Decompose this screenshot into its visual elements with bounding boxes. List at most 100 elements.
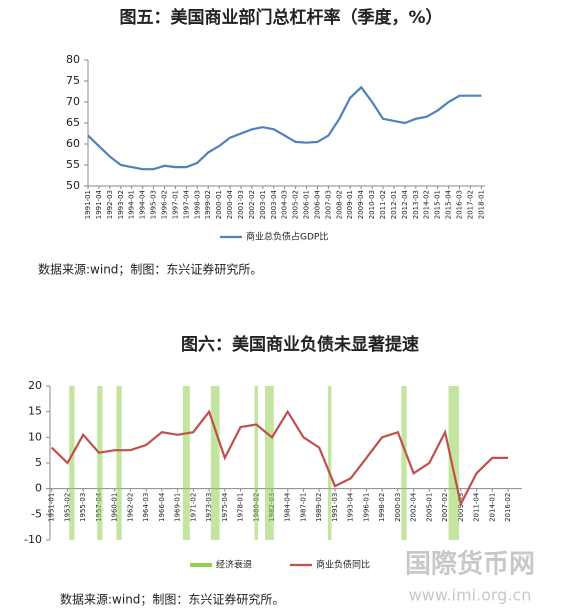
x-tick-label: 2000-04 — [226, 189, 234, 219]
x-tick-label: 2009-03 — [457, 493, 465, 522]
x-tick-label: 2004-03 — [281, 190, 289, 219]
y-tick-label: 75 — [66, 74, 80, 87]
recession-band — [265, 386, 274, 540]
x-tick-label: 1997-01 — [171, 190, 179, 219]
x-tick-label: 2002-02 — [248, 190, 256, 219]
recession-band — [182, 386, 190, 540]
recession-band — [327, 386, 332, 540]
x-tick-label: 2006-04 — [313, 189, 321, 219]
x-tick-label: 2001-03 — [237, 190, 245, 219]
recession-band — [254, 386, 259, 540]
recession-band — [448, 386, 460, 540]
x-tick-label: 1951-01 — [48, 493, 56, 522]
x-tick-label: 1998-02 — [378, 493, 386, 522]
recession-band — [116, 386, 122, 540]
source-note: 数据来源:wind；制图：东兴证券研究所。 — [38, 262, 262, 277]
legend-label: 商业负债同比 — [316, 559, 370, 571]
x-tick-label: 1955-03 — [79, 493, 87, 522]
x-tick-label: 2006-01 — [303, 190, 311, 219]
y-tick-label: -5 — [31, 507, 42, 520]
x-tick-label: 2000-01 — [215, 190, 223, 219]
x-tick-label: 1960-01 — [111, 493, 119, 522]
x-tick-label: 1969-01 — [174, 493, 182, 522]
x-tick-label: 2002-04 — [410, 492, 418, 522]
y-tick-label: 10 — [28, 430, 42, 443]
y-tick-label: 0 — [35, 482, 42, 495]
x-tick-label: 2005-01 — [425, 493, 433, 522]
y-tick-label: 15 — [28, 405, 42, 418]
x-tick-label: 2000-03 — [394, 493, 402, 522]
x-tick-label: 2013-03 — [412, 190, 420, 219]
line — [50, 409, 508, 508]
x-tick-label: 2014-02 — [423, 190, 431, 219]
y-tick-label: 70 — [66, 95, 80, 108]
x-tick-label: 2003-01 — [259, 190, 267, 219]
x-tick-label: 1998-03 — [193, 190, 201, 219]
y-tick-label: 5 — [35, 456, 42, 469]
x-tick-label: 2008-02 — [335, 190, 343, 219]
x-tick-label: 2012-01 — [390, 190, 398, 219]
x-tick-label: 2018-01 — [477, 190, 485, 219]
x-tick-label: 2012-04 — [401, 189, 409, 219]
chart-title: 图六：美国商业负债未显著提速 — [181, 334, 419, 355]
x-tick-label: 1997-04 — [182, 189, 190, 219]
chart-title: 图五：美国商业部门总杠杆率（季度，%） — [119, 7, 442, 28]
x-tick-label: 2014-01 — [488, 493, 496, 522]
x-tick-label: 1991-03 — [331, 493, 339, 522]
x-tick-label: 2016-03 — [456, 190, 464, 219]
source-note: 数据来源:wind；制图：东兴证券研究所。 — [60, 592, 284, 607]
x-tick-label: 1964-03 — [142, 493, 150, 522]
x-tick-label: 2015-01 — [434, 190, 442, 219]
x-tick-label: 1989-02 — [315, 493, 323, 522]
y-tick-label: 65 — [66, 116, 80, 129]
x-tick-label: 2015-04 — [445, 189, 453, 219]
x-tick-label: 1973-03 — [205, 493, 213, 522]
y-tick-label: 80 — [66, 53, 80, 66]
x-tick-label: 1984-04 — [284, 492, 292, 522]
x-tick-label: 2007-02 — [441, 493, 449, 522]
x-tick-label: 2016-02 — [504, 493, 512, 522]
x-tick-label: 1987-01 — [299, 493, 307, 522]
x-tick-label: 1978-01 — [237, 493, 245, 522]
line — [87, 85, 482, 171]
x-tick-label: 2011-04 — [473, 492, 481, 522]
x-tick-label: 2009-01 — [346, 190, 354, 219]
watermark: 国際货币网 — [405, 549, 535, 580]
x-tick-label: 1993-04 — [347, 492, 355, 522]
legend-label: 经济衰退 — [216, 559, 252, 571]
x-tick-label: 1991-04 — [95, 189, 103, 219]
recession-band — [69, 386, 75, 540]
y-tick-label: -10 — [24, 533, 42, 546]
x-tick-label: 1996-02 — [160, 190, 168, 219]
x-tick-label: 1999-02 — [204, 190, 212, 219]
y-tick-label: 60 — [66, 137, 80, 150]
x-tick-label: 1953-02 — [63, 493, 71, 522]
recession-band — [210, 386, 220, 540]
x-tick-label: 2009-04 — [357, 189, 365, 219]
x-tick-label: 1975-04 — [221, 492, 229, 522]
x-tick-label: 1996-01 — [362, 493, 370, 522]
y-tick-label: 50 — [66, 179, 80, 192]
recession-band — [401, 386, 407, 540]
x-tick-label: 1995-03 — [150, 190, 158, 219]
x-tick-label: 2010-03 — [368, 190, 376, 219]
x-tick-label: 1992-03 — [106, 190, 114, 219]
legend-swatch — [190, 563, 212, 567]
x-tick-label: 2011-02 — [379, 190, 387, 219]
x-tick-label: 1991-01 — [84, 190, 92, 219]
y-tick-label: 20 — [28, 379, 42, 392]
x-tick-label: 2007-03 — [324, 190, 332, 219]
legend-label: 商业总负债占GDP比 — [246, 231, 328, 243]
x-tick-label: 1994-04 — [139, 189, 147, 219]
y-tick-label: 55 — [66, 158, 80, 171]
x-tick-label: 1966-04 — [158, 492, 166, 522]
x-tick-label: 2005-02 — [292, 190, 300, 219]
x-tick-label: 1993-02 — [117, 190, 125, 219]
x-tick-label: 2017-02 — [466, 190, 474, 219]
x-tick-label: 2003-04 — [270, 189, 278, 219]
watermark-url: www.imi.org.cn — [409, 586, 532, 605]
x-tick-label: 1994-01 — [128, 190, 136, 219]
x-tick-label: 1971-02 — [189, 493, 197, 522]
recession-band — [97, 386, 103, 540]
